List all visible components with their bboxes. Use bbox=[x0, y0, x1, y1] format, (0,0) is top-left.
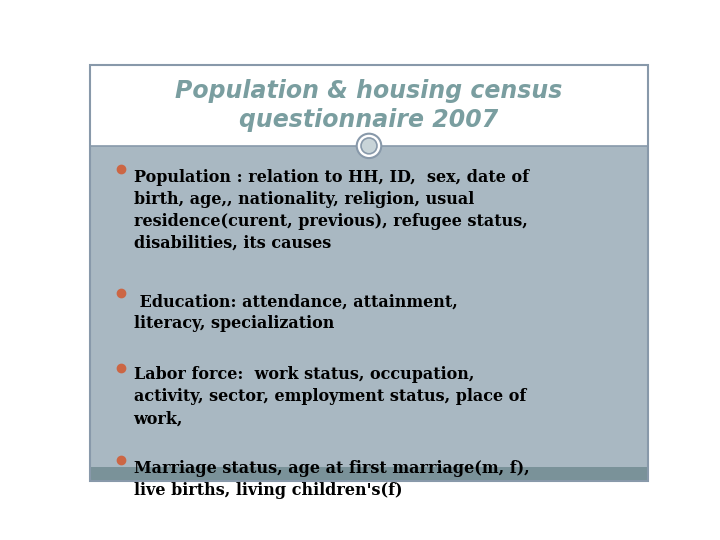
Ellipse shape bbox=[356, 134, 382, 158]
Bar bbox=[90, 65, 648, 146]
Bar bbox=[90, 146, 648, 467]
Text: Labor force:  work status, occupation,
activity, sector, employment status, plac: Labor force: work status, occupation, ac… bbox=[133, 366, 526, 427]
Text: Population : relation to HH, ID,  sex, date of
birth, age,, nationality, religio: Population : relation to HH, ID, sex, da… bbox=[133, 169, 528, 252]
Text: Education: attendance, attainment,
literacy, specialization: Education: attendance, attainment, liter… bbox=[133, 294, 457, 333]
Text: Marriage status, age at first marriage(m, f),
live births, living children's(f): Marriage status, age at first marriage(m… bbox=[133, 460, 529, 499]
Bar bbox=[90, 467, 648, 481]
Ellipse shape bbox=[361, 138, 377, 154]
Text: Population & housing census: Population & housing census bbox=[175, 79, 563, 103]
Text: questionnaire 2007: questionnaire 2007 bbox=[239, 108, 499, 132]
